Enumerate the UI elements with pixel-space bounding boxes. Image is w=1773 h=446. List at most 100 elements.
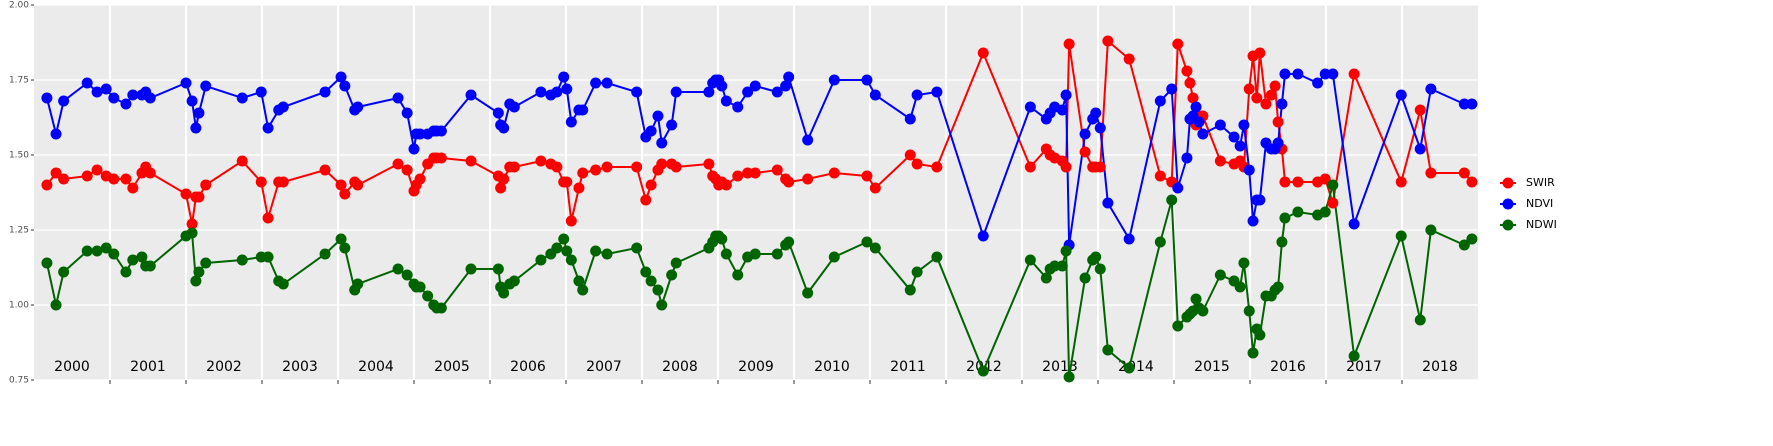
data-point	[590, 77, 602, 89]
year-label: 2001	[130, 359, 166, 375]
data-point	[1090, 107, 1102, 119]
data-point	[1254, 329, 1266, 341]
data-point	[91, 86, 103, 98]
y-tick-label: 1.75	[9, 76, 29, 86]
data-point	[551, 161, 563, 173]
data-point	[911, 266, 923, 278]
data-point	[414, 281, 426, 293]
data-point	[186, 95, 198, 107]
data-point	[392, 263, 404, 275]
year-label: 2016	[1270, 359, 1306, 375]
data-point	[465, 263, 477, 275]
data-point	[255, 176, 267, 188]
data-point	[802, 287, 814, 299]
data-point	[495, 182, 507, 194]
data-point	[535, 86, 547, 98]
data-point	[861, 74, 873, 86]
data-point	[828, 251, 840, 263]
data-point	[262, 212, 274, 224]
data-point	[1024, 101, 1036, 113]
data-point	[732, 101, 744, 113]
data-point	[414, 173, 426, 185]
data-point	[573, 275, 585, 287]
data-point	[81, 245, 93, 257]
data-point	[1193, 116, 1205, 128]
data-point	[1414, 104, 1426, 116]
data-point	[1327, 197, 1339, 209]
year-label: 2015	[1194, 359, 1230, 375]
data-point	[1154, 95, 1166, 107]
data-point	[551, 242, 563, 254]
data-point	[558, 71, 570, 83]
data-point	[91, 164, 103, 176]
data-point	[1458, 239, 1470, 251]
data-point	[1414, 143, 1426, 155]
data-point	[1327, 68, 1339, 80]
data-point	[720, 248, 732, 260]
data-point	[911, 89, 923, 101]
year-label: 2014	[1118, 359, 1154, 375]
data-point	[1243, 305, 1255, 317]
data-point	[120, 173, 132, 185]
data-point	[262, 122, 274, 134]
data-point	[1458, 98, 1470, 110]
data-point	[1197, 128, 1209, 140]
data-point	[656, 137, 668, 149]
data-point	[1276, 98, 1288, 110]
data-point	[601, 77, 613, 89]
data-point	[1292, 68, 1304, 80]
data-point	[861, 170, 873, 182]
data-point	[535, 254, 547, 266]
data-point	[1060, 89, 1072, 101]
data-point	[435, 152, 447, 164]
year-label: 2000	[54, 359, 90, 375]
data-point	[911, 158, 923, 170]
data-point	[1154, 170, 1166, 182]
data-point	[335, 71, 347, 83]
data-point	[1348, 218, 1360, 230]
y-tick-label: 0.75	[9, 376, 29, 386]
data-point	[50, 128, 62, 140]
data-point	[1190, 293, 1202, 305]
data-point	[190, 122, 202, 134]
data-point	[414, 128, 426, 140]
data-point	[144, 260, 156, 272]
data-point	[50, 299, 62, 311]
data-point	[1049, 260, 1061, 272]
data-point	[931, 161, 943, 173]
data-point	[1056, 260, 1068, 272]
data-point	[1079, 146, 1091, 158]
data-point	[749, 80, 761, 92]
data-point	[1395, 89, 1407, 101]
data-point	[666, 269, 678, 281]
data-point	[339, 188, 351, 200]
data-point	[465, 155, 477, 167]
data-point	[435, 125, 447, 137]
data-point	[1292, 176, 1304, 188]
data-point	[1425, 224, 1437, 236]
data-point	[1094, 161, 1106, 173]
data-point	[401, 164, 413, 176]
data-point	[869, 89, 881, 101]
year-label: 2002	[206, 359, 242, 375]
year-label: 2011	[890, 359, 926, 375]
data-point	[465, 89, 477, 101]
data-point	[186, 227, 198, 239]
data-point	[81, 77, 93, 89]
data-point	[977, 365, 989, 377]
data-point	[262, 251, 274, 263]
data-point	[1094, 122, 1106, 134]
data-point	[780, 80, 792, 92]
data-point	[492, 263, 504, 275]
data-point	[1090, 251, 1102, 263]
data-point	[1024, 161, 1036, 173]
data-point	[1190, 101, 1202, 113]
data-point	[640, 266, 652, 278]
year-label: 2005	[434, 359, 470, 375]
data-point	[558, 233, 570, 245]
data-point	[1063, 371, 1075, 383]
data-point	[100, 242, 112, 254]
year-label: 2009	[738, 359, 774, 375]
data-point	[236, 92, 248, 104]
data-point	[1102, 197, 1114, 209]
